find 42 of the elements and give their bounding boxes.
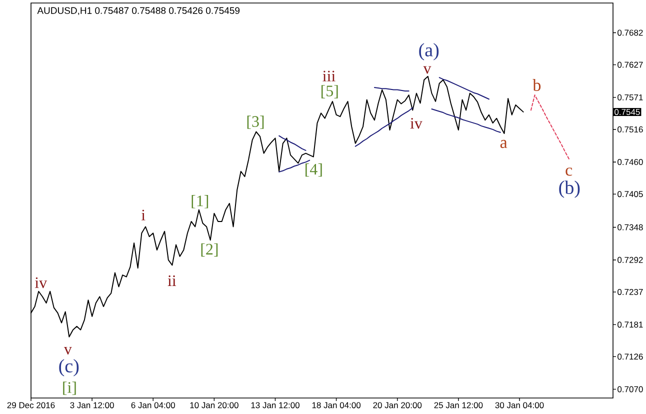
y-tick-label: 0.7460	[618, 159, 643, 166]
annotation: b	[532, 79, 541, 91]
x-tick-label: 20 Jan 20:00	[373, 402, 422, 408]
annotation: [5]	[321, 85, 338, 98]
y-tick-label: 0.7348	[618, 224, 643, 230]
annotation: a	[500, 140, 508, 148]
annotation: c	[566, 168, 572, 176]
annotation: i	[141, 210, 146, 220]
y-tick-label: 0.7237	[618, 288, 643, 295]
x-tick-label: 30 Jan 04:00	[495, 402, 544, 408]
x-tick-label: 29 Dec 2016	[7, 402, 55, 408]
y-tick-label: 0.7292	[618, 256, 643, 263]
annotation: iv	[34, 277, 48, 288]
x-tick-label: 3 Jan 12:00	[70, 402, 114, 408]
text: 0.7545	[614, 108, 640, 115]
annotation: [1]	[192, 195, 208, 208]
y-tick-label: 0.7126	[618, 354, 643, 360]
annotation: [i]	[63, 382, 76, 395]
annotation: iii	[322, 70, 336, 82]
x-tick-label: 18 Jan 04:00	[312, 402, 361, 408]
y-tick-label: 0.7070	[618, 386, 643, 392]
annotation: (c)	[59, 359, 79, 376]
y-tick-label: 0.7516	[618, 126, 643, 132]
annotation: v	[64, 346, 72, 354]
y-tick-label: 0.7571	[618, 94, 643, 100]
annotation: (a)	[419, 43, 439, 60]
annotation: [3]	[247, 116, 264, 129]
x-tick-label: 6 Jan 04:00	[131, 402, 175, 408]
annotation: v	[423, 66, 432, 74]
y-tick-label: 0.7405	[618, 191, 643, 198]
chart-title: AUDUSD,H1 0.75487 0.75488 0.75426 0.75459	[37, 7, 240, 16]
annotation: [2]	[201, 243, 218, 257]
x-tick-label: 25 Jan 12:00	[434, 402, 483, 408]
y-tick-label: 0.7627	[618, 62, 643, 68]
y-tick-label: 0.7181	[618, 322, 643, 328]
x-tick-label: 10 Jan 20:00	[190, 402, 238, 408]
annotation: ii	[168, 275, 176, 286]
annotation: (b)	[559, 180, 580, 198]
annotation: iv	[410, 118, 422, 129]
annotation: [4]	[306, 163, 322, 177]
x-tick-label: 13 Jan 12:00	[251, 402, 300, 408]
y-tick-label: 0.7682	[618, 30, 643, 36]
